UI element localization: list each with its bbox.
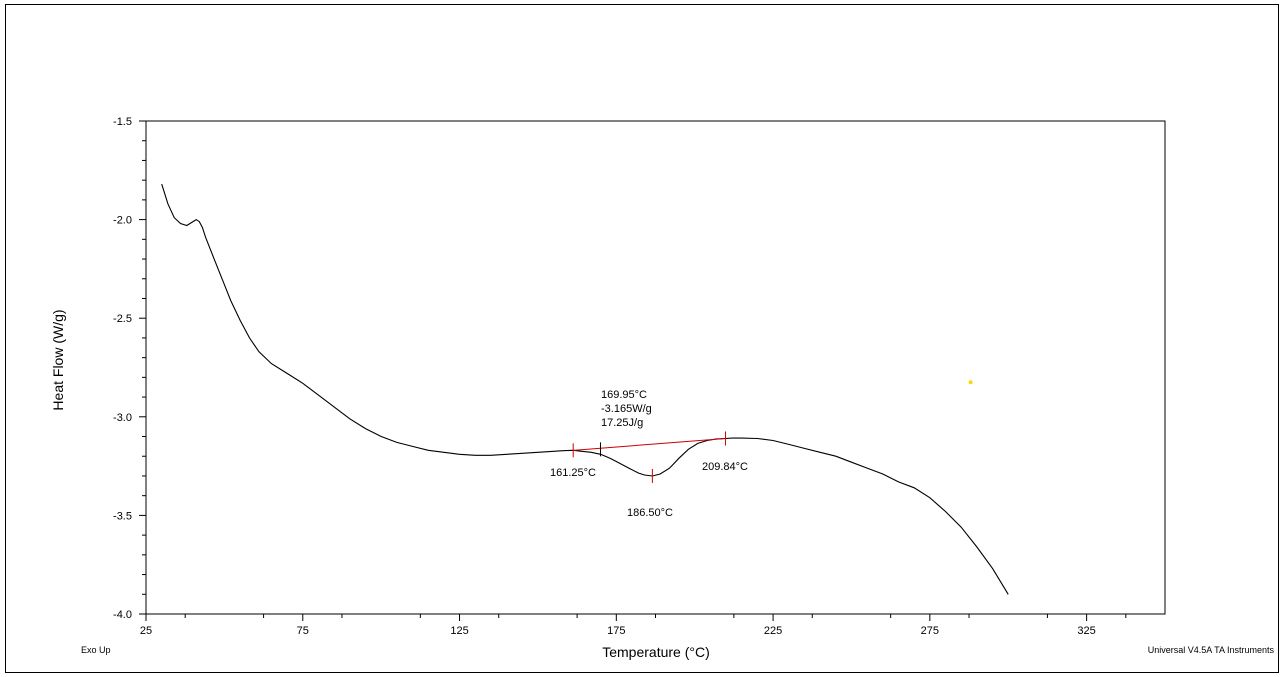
axis-tick-labels: 25 75 125 175 225 275 325 -1.5 -2.0 -2.5 -3.0 -3.5 -… xyxy=(113,116,1096,637)
onset-temp-label: 169.95°C xyxy=(601,389,647,401)
y-tick-label: -2.0 xyxy=(113,215,132,227)
y-tick-label: -4.0 xyxy=(113,609,132,621)
x-tick-label: 225 xyxy=(764,625,782,637)
x-tick-label: 125 xyxy=(450,625,468,637)
chart-frame xyxy=(5,4,1279,673)
x-tick-label: 325 xyxy=(1077,625,1095,637)
x-tick-label: 175 xyxy=(607,625,625,637)
enthalpy-label: 17.25J/g xyxy=(601,417,643,429)
axis-ticks xyxy=(139,120,1127,621)
peak-temp-label: 186.50°C xyxy=(627,507,673,519)
integration-baseline xyxy=(573,437,726,451)
x-tick-label: 25 xyxy=(140,625,152,637)
y-tick-label: -3.5 xyxy=(113,510,132,522)
exo-up-label: Exo Up xyxy=(81,645,111,655)
x-axis-title: Temperature (°C) xyxy=(602,644,710,660)
heat-flow-curve xyxy=(161,183,1009,595)
x-tick-label: 75 xyxy=(297,625,309,637)
software-credit: Universal V4.5A TA Instruments xyxy=(1148,645,1275,655)
y-axis-title: Heat Flow (W/g) xyxy=(50,309,66,410)
plot-area xyxy=(145,120,1166,615)
y-tick-label: -1.5 xyxy=(113,116,132,128)
peak-markers xyxy=(572,431,727,483)
x-tick-label: 275 xyxy=(921,625,939,637)
stray-point xyxy=(968,380,973,385)
end-temp-label: 209.84°C xyxy=(702,461,748,473)
start-temp-label: 161.25°C xyxy=(550,467,596,479)
y-tick-label: -2.5 xyxy=(113,313,132,325)
y-tick-label: -3.0 xyxy=(113,412,132,424)
onset-heatflow-label: -3.165W/g xyxy=(601,403,652,415)
